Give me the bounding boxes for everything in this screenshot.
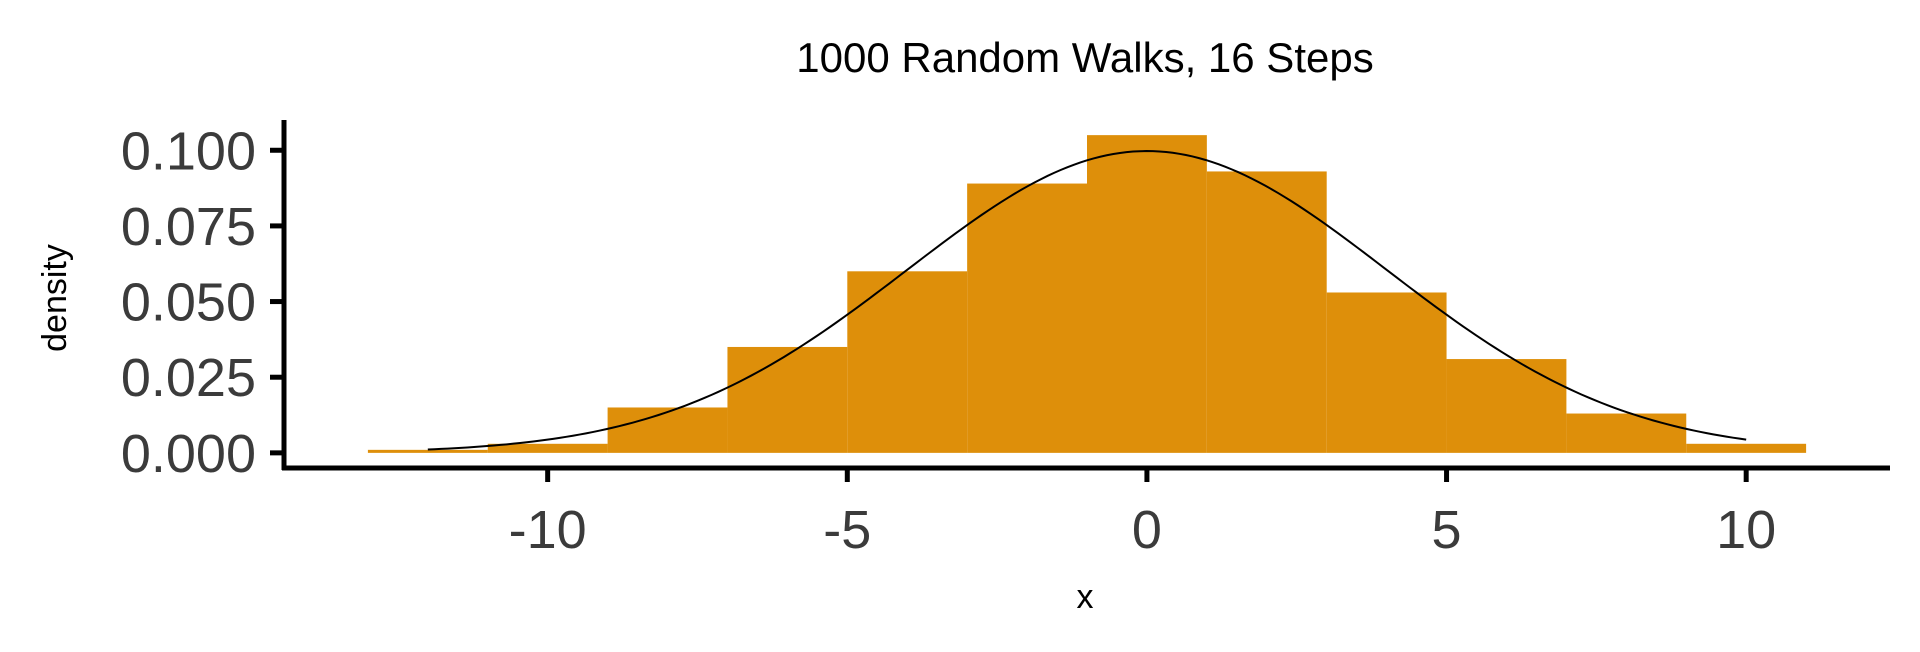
histogram-bar-8 xyxy=(1206,171,1327,453)
histogram-bar-7 xyxy=(1087,135,1207,453)
histogram-bar-1 xyxy=(367,449,488,453)
histogram-bar-3 xyxy=(607,407,728,453)
histogram-bars xyxy=(367,135,1807,453)
y-axis: 0.000 0.025 0.050 0.075 0.100 xyxy=(121,120,287,484)
histogram-bar-2 xyxy=(487,443,608,453)
chart-title: 1000 Random Walks, 16 Steps xyxy=(796,34,1373,81)
normal-density-curve xyxy=(427,150,1747,451)
y-tick-label: 0.100 xyxy=(121,121,256,181)
y-axis-title: density xyxy=(36,244,74,352)
x-tick-label: 5 xyxy=(1432,500,1462,560)
x-axis-title: x xyxy=(1077,578,1094,616)
x-tick-label: 10 xyxy=(1716,500,1776,560)
histogram-bar-11 xyxy=(1566,413,1687,453)
y-tick-label: 0.000 xyxy=(121,424,256,484)
x-tick-label: 0 xyxy=(1132,500,1162,560)
histogram-bar-5 xyxy=(847,271,968,453)
x-axis: -10 -5 0 5 10 xyxy=(282,465,1890,560)
histogram-bar-4 xyxy=(727,346,848,453)
histogram-bar-6 xyxy=(967,183,1087,453)
y-tick-label: 0.050 xyxy=(121,273,256,333)
histogram-bar-10 xyxy=(1446,359,1567,453)
y-tick-label: 0.075 xyxy=(121,197,256,257)
histogram-bar-9 xyxy=(1326,292,1447,453)
y-tick-label: 0.025 xyxy=(121,348,256,408)
histogram-bar-12 xyxy=(1686,443,1807,453)
x-tick-label: -10 xyxy=(509,500,587,560)
x-tick-label: -5 xyxy=(823,500,871,560)
